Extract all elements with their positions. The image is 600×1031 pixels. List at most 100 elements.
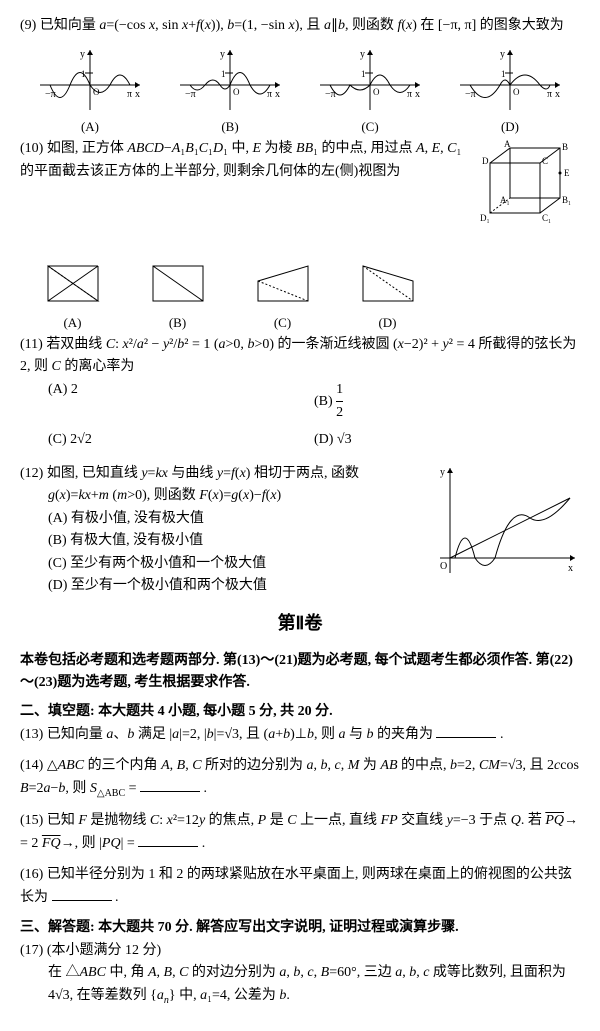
question-15: (15) 已知 F 是抛物线 C: x²=12y 的焦点, P 是 C 上一点,… [20,810,580,856]
q11-opt-a: (A) 2 [48,379,314,425]
svg-text:π: π [547,89,552,100]
q14-text: △ABC 的三个内角 A, B, C 所对的边分别为 a, b, c, M 为 … [20,758,579,796]
q11-opt-c: (C) 2√2 [48,429,314,451]
q10-opt-d: (D) [353,313,423,334]
graph-d-svg: 1 O π −π x y [455,45,565,115]
svg-text:x: x [415,89,420,100]
section3-title: 三、解答题: 本大题共 70 分. 解答应写出文字说明, 证明过程或演算步骤. [20,917,580,939]
q10-cube: AB CD A₁B₁ C₁D₁ E [470,138,580,248]
graph-b-svg: 1 O π −π x y [175,45,285,115]
svg-text:−π: −π [185,89,196,100]
svg-text:1: 1 [361,69,366,79]
svg-text:−π: −π [465,89,476,100]
q9-graph-a: 1 O π −π x y (A) [35,45,145,138]
section2-title: 二、填空题: 本大题共 4 小题, 每小题 5 分, 共 20 分. [20,701,580,723]
q13-text: 已知向量 a、b 满足 |a|=2, |b|=√3, 且 (a+b)⊥b, 则 … [47,727,433,742]
q15-num: (15) [20,813,43,828]
q15-end: . [202,836,206,851]
svg-text:x: x [555,89,560,100]
q9-graph-c: 1 O π−π xy (C) [315,45,425,138]
question-14: (14) △ABC 的三个内角 A, B, C 所对的边分别为 a, b, c,… [20,755,580,802]
svg-text:y: y [440,467,445,478]
q17-num: (17) [20,943,43,958]
svg-text:1: 1 [81,69,86,79]
q11-opt-b: (B) 12 [314,379,580,425]
q9-graphs: 1 O π −π x y (A) 1 O π −π x y (B) 1 O π −π [20,45,580,138]
q10-shape-d: (D) [353,256,423,334]
q12-num: (12) [20,466,43,481]
q15-text: 已知 F 是抛物线 C: x²=12y 的焦点, P 是 C 上一点, 直线 F… [20,813,578,851]
q9-opt-a: (A) [35,117,145,138]
svg-text:D₁: D₁ [480,213,490,223]
svg-text:−π: −π [45,89,56,100]
question-16: (16) 已知半径分别为 1 和 2 的两球紧贴放在水平桌面上, 则两球在桌面上… [20,864,580,910]
svg-text:C: C [542,156,548,166]
q13-blank [436,723,496,738]
q10-shape-c: (C) [248,256,318,334]
svg-text:1: 1 [221,69,226,79]
svg-text:O: O [440,561,447,572]
svg-text:D: D [482,156,489,166]
svg-text:π: π [267,89,272,100]
svg-text:C₁: C₁ [542,213,551,223]
q14-num: (14) [20,758,43,773]
q9-graph-d: 1 O π −π x y (D) [455,45,565,138]
question-9: (9) 已知向量 a=(−cos x, sin x+f(x)), b=(1, −… [20,15,580,37]
q13-num: (13) [20,727,43,742]
q9-graph-b: 1 O π −π x y (B) [175,45,285,138]
svg-text:y: y [80,49,85,60]
svg-text:x: x [135,89,140,100]
q12-svg: O y x [430,463,580,583]
svg-text:y: y [360,49,365,60]
q10-opt-c: (C) [248,313,318,334]
graph-c-svg: 1 O π−π xy [315,45,425,115]
part2-title: 第Ⅱ卷 [20,609,580,638]
svg-text:O: O [513,87,520,97]
q17-score: (本小题满分 12 分) [47,943,161,958]
question-11: (11) 若双曲线 C: x²/a² − y²/b² = 1 (a>0, b>0… [20,334,580,455]
q9-opt-c: (C) [315,117,425,138]
q12-text1: 如图, 已知直线 y=kx 与曲线 y=f(x) 相切于两点, 函数 [47,466,359,481]
svg-text:π: π [127,89,132,100]
q16-num: (16) [20,867,43,882]
q16-end: . [115,890,119,905]
svg-text:O: O [93,87,100,97]
q9-num: (9) [20,18,36,33]
svg-text:1: 1 [501,69,506,79]
part2-intro: 本卷包括必考题和选考题两部分. 第(13)～(21)题为必考题, 每个试题考生都… [20,650,580,695]
svg-text:y: y [500,49,505,60]
svg-text:A: A [504,139,511,149]
q13-end: . [500,727,504,742]
cube-svg: AB CD A₁B₁ C₁D₁ E [470,138,580,248]
q9-opt-b: (B) [175,117,285,138]
q10-text: 如图, 正方体 ABCD−A₁B₁C₁D₁ 中, E 为棱 BB₁ 的中点, 用… [20,141,461,178]
question-10: AB CD A₁B₁ C₁D₁ E (10) 如图, 正方体 ABCD−A₁B₁… [20,138,580,248]
q9-text: 已知向量 a=(−cos x, sin x+f(x)), b=(1, −sin … [40,18,564,33]
question-17: (17) (本小题满分 12 分) 在 △ABC 中, 角 A, B, C 的对… [20,940,580,1009]
q11-num: (11) [20,337,43,352]
svg-text:x: x [275,89,280,100]
q11-text: 若双曲线 C: x²/a² − y²/b² = 1 (a>0, b>0) 的一条… [20,337,576,374]
q9-opt-d: (D) [455,117,565,138]
q10-shape-a: (A) [38,256,108,334]
svg-text:O: O [373,87,380,97]
q10-opt-b: (B) [143,313,213,334]
q11-opt-d: (D) √3 [314,429,580,451]
svg-text:x: x [568,563,573,574]
q14-blank [140,777,200,792]
q17-text: 在 △ABC 中, 角 A, B, C 的对边分别为 a, b, c, B=60… [20,962,580,1008]
q14-end: . [204,781,208,796]
q11-options: (A) 2 (B) 12 (C) 2√2 (D) √3 [20,379,580,455]
q10-shape-b: (B) [143,256,213,334]
svg-text:E: E [564,168,570,178]
q12-graph: O y x [430,463,580,583]
svg-text:y: y [220,49,225,60]
question-13: (13) 已知向量 a、b 满足 |a|=2, |b|=√3, 且 (a+b)⊥… [20,723,580,746]
q10-opt-a: (A) [38,313,108,334]
svg-text:A₁: A₁ [500,195,510,205]
svg-text:O: O [233,87,240,97]
svg-text:π: π [407,89,412,100]
question-12: O y x (12) 如图, 已知直线 y=kx 与曲线 y=f(x) 相切于两… [20,463,580,597]
q15-blank [138,832,198,847]
graph-a-svg: 1 O π −π x y [35,45,145,115]
